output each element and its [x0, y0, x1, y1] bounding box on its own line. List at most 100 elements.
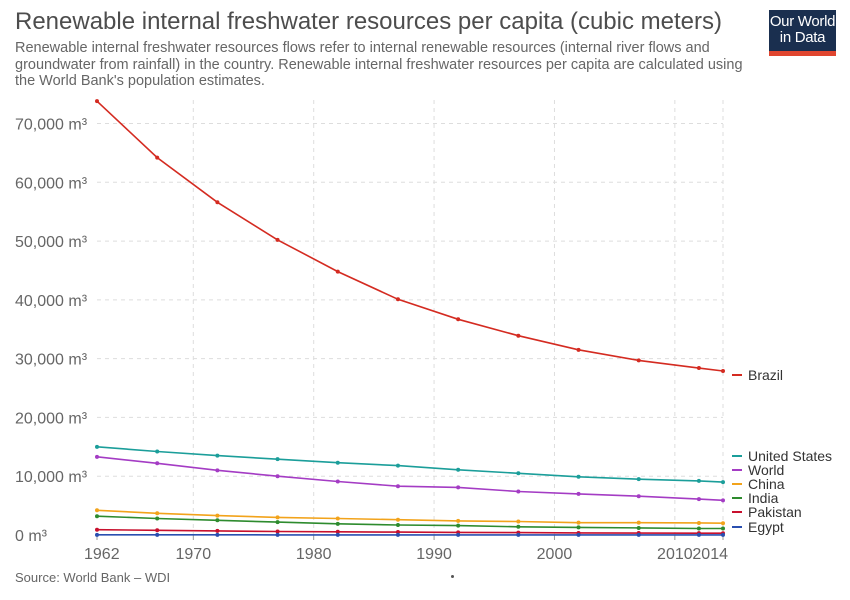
y-tick-label: 60,000 m³: [15, 175, 88, 192]
data-point: [696, 532, 701, 537]
legend-label: Egypt: [748, 519, 784, 535]
data-point: [335, 460, 340, 465]
series-line-china: [96, 509, 724, 524]
data-point: [576, 347, 581, 352]
legend-label: India: [748, 490, 779, 506]
data-point: [155, 528, 160, 533]
legend-label: United States: [748, 448, 832, 464]
data-point: [696, 366, 701, 371]
data-point: [95, 444, 99, 449]
data-point: [696, 497, 701, 502]
data-point: [395, 484, 400, 489]
data-point: [696, 478, 701, 483]
data-point: [576, 532, 581, 537]
x-tick-label: 1990: [416, 546, 452, 563]
data-point: [275, 520, 280, 525]
data-point: [155, 511, 160, 516]
y-tick-label: 30,000 m³: [15, 352, 88, 369]
data-point: [456, 532, 461, 537]
data-point: [721, 532, 725, 537]
data-point: [395, 532, 400, 537]
data-point: [636, 520, 641, 525]
data-point: [721, 480, 725, 485]
data-point: [275, 532, 280, 537]
series-line-brazil: [96, 100, 724, 372]
x-tick-label: 2010: [657, 546, 693, 563]
series-line-united-states: [96, 446, 724, 483]
data-point: [636, 494, 641, 499]
data-point: [395, 297, 400, 302]
data-point: [516, 532, 521, 537]
owid-logo[interactable]: Our World in Data: [769, 10, 836, 56]
data-point: [516, 489, 521, 494]
data-point: [155, 532, 160, 537]
data-point: [636, 532, 641, 537]
data-point: [395, 530, 400, 535]
logo-line-2: in Data: [779, 29, 826, 46]
data-point: [95, 514, 99, 519]
data-point: [275, 529, 280, 534]
data-point: [721, 521, 725, 526]
data-point: [215, 518, 220, 523]
data-point: [516, 333, 521, 338]
y-tick-label: 20,000 m³: [15, 410, 88, 427]
data-point: [335, 269, 340, 274]
data-point: [395, 523, 400, 528]
data-point: [516, 519, 521, 524]
x-tick-label: 1980: [296, 546, 332, 563]
y-tick-label: 40,000 m³: [15, 293, 88, 310]
series-line-world: [96, 456, 724, 502]
chart-title: Renewable internal freshwater resources …: [15, 8, 722, 35]
logo-line-1: Our World: [769, 13, 836, 30]
data-point: [335, 532, 340, 537]
data-point: [395, 463, 400, 468]
data-point: [576, 525, 581, 530]
data-point: [516, 471, 521, 476]
data-point: [636, 358, 641, 363]
data-point: [95, 527, 99, 532]
data-point: [456, 518, 461, 523]
data-point: [215, 532, 220, 537]
data-point: [576, 491, 581, 496]
data-point: [155, 449, 160, 454]
y-tick-label: 10,000 m³: [15, 469, 88, 486]
data-point: [275, 515, 280, 520]
data-point: [696, 520, 701, 525]
chart-subtitle: Renewable internal freshwater resources …: [15, 40, 743, 89]
decorative-dot: [451, 575, 454, 578]
data-point: [335, 529, 340, 534]
data-point: [576, 474, 581, 479]
data-point: [215, 513, 220, 518]
y-tick-label: 70,000 m³: [15, 117, 88, 134]
data-point: [636, 525, 641, 530]
data-point: [456, 467, 461, 472]
data-point: [155, 155, 160, 160]
data-point: [95, 532, 99, 537]
data-point: [721, 498, 725, 503]
data-point: [95, 508, 99, 513]
data-point: [335, 479, 340, 484]
data-point: [721, 368, 725, 373]
legend-label: China: [748, 476, 785, 492]
legend-label: Pakistan: [748, 504, 802, 520]
data-point: [456, 523, 461, 528]
data-point: [95, 454, 99, 459]
data-point: [395, 517, 400, 522]
data-point: [516, 524, 521, 529]
x-tick-label: 1962: [84, 546, 120, 563]
data-point: [275, 457, 280, 462]
data-point: [335, 521, 340, 526]
x-tick-label: 1970: [176, 546, 212, 563]
series-line-pakistan: [96, 528, 723, 535]
data-point: [215, 528, 220, 533]
data-point: [215, 453, 220, 458]
data-point: [275, 474, 280, 479]
y-tick-label: 50,000 m³: [15, 234, 88, 251]
data-point: [721, 526, 725, 531]
source-note: Source: World Bank – WDI: [15, 570, 171, 585]
series-line-india: [96, 515, 723, 530]
data-point: [155, 461, 160, 466]
data-point: [456, 317, 461, 322]
data-point: [576, 520, 581, 525]
